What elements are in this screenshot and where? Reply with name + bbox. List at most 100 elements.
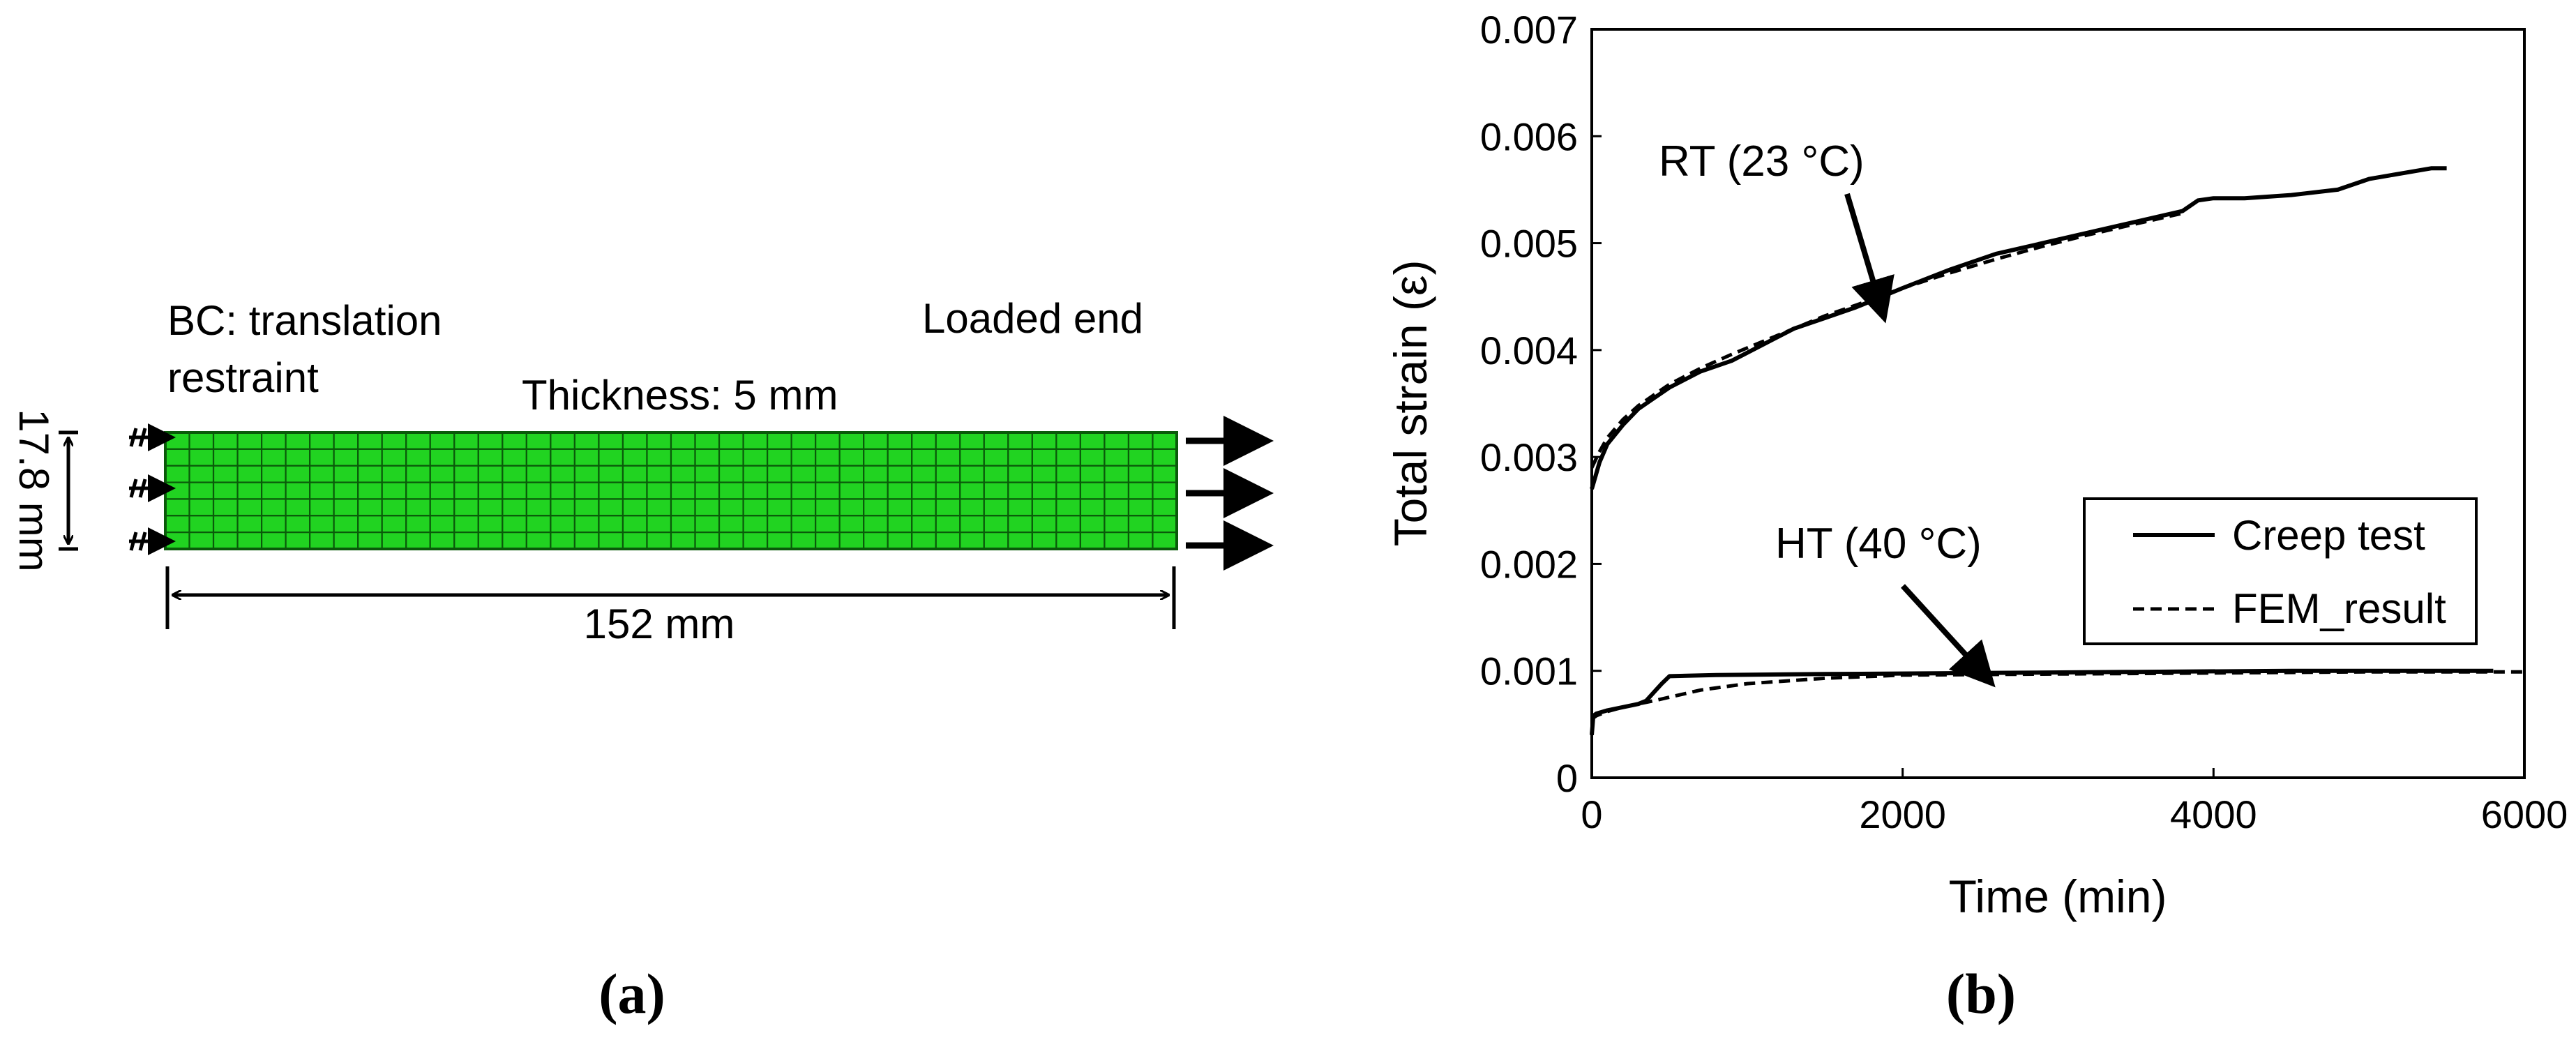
mesh-element (815, 498, 841, 517)
mesh-element (815, 481, 841, 500)
mesh-element (1031, 465, 1057, 483)
mesh-element (525, 481, 552, 500)
mesh-element (453, 498, 479, 517)
mesh-element (1152, 515, 1178, 534)
mesh-element (959, 515, 985, 534)
y-tick-label: 0.005 (1480, 222, 1578, 266)
mesh-element (911, 448, 937, 467)
mesh-element (670, 532, 696, 550)
mesh-element (573, 465, 600, 483)
mesh-element (1079, 481, 1106, 500)
mesh-element (405, 532, 431, 550)
mesh-element (838, 532, 865, 550)
mesh-element (983, 498, 1009, 517)
mesh-element (1007, 481, 1033, 500)
mesh-element (188, 448, 215, 467)
mesh-element (381, 532, 407, 550)
mesh-element (502, 448, 527, 467)
mesh-element (260, 481, 287, 500)
mesh-element (911, 515, 937, 534)
mesh-element (550, 515, 576, 534)
mesh-element (453, 465, 479, 483)
mesh-element (790, 532, 817, 550)
mesh-element (815, 431, 841, 450)
mesh-element (670, 498, 696, 517)
legend-box (2083, 497, 2478, 645)
mesh-element (646, 465, 672, 483)
mesh-element (309, 431, 335, 450)
mesh-element (694, 431, 721, 450)
mesh-element (646, 515, 672, 534)
mesh-element (502, 481, 527, 500)
mesh-element (333, 515, 359, 534)
mesh-element (670, 431, 696, 450)
mesh-element (405, 431, 431, 450)
mesh-element (838, 448, 865, 467)
mesh-element (453, 448, 479, 467)
mesh-element (550, 532, 576, 550)
mesh-element (357, 532, 383, 550)
mesh-element (1055, 481, 1082, 500)
mesh-element (790, 431, 817, 450)
mesh-element (983, 532, 1009, 550)
mesh-element (790, 448, 817, 467)
mesh-element (477, 465, 504, 483)
mesh-element (164, 465, 190, 483)
mesh-element (309, 498, 335, 517)
mesh-element (573, 481, 600, 500)
mesh-element (887, 498, 913, 517)
mesh-element (1055, 515, 1082, 534)
mesh-element (935, 498, 961, 517)
mesh-element (477, 498, 504, 517)
mesh-element (718, 532, 744, 550)
mesh-element (598, 465, 624, 483)
mesh-element (622, 481, 648, 500)
mesh-element (309, 465, 335, 483)
mesh-element (405, 481, 431, 500)
mesh-element (260, 431, 287, 450)
mesh-element (260, 465, 287, 483)
mesh-element (477, 532, 504, 550)
mesh-element (742, 515, 769, 534)
mesh-element (766, 532, 792, 550)
mesh-element (1127, 515, 1154, 534)
mesh-element (429, 532, 455, 550)
mesh-element (260, 532, 287, 550)
mesh-element (285, 448, 311, 467)
mesh-element (453, 515, 479, 534)
mesh-element (573, 448, 600, 467)
fe-mesh (164, 431, 1178, 550)
mesh-element (357, 465, 383, 483)
mesh-element (1104, 481, 1130, 500)
mesh-element (1127, 532, 1154, 550)
mesh-element (381, 465, 407, 483)
mesh-element (1079, 498, 1106, 517)
mesh-element (525, 465, 552, 483)
mesh-element (1152, 481, 1178, 500)
mesh-element (911, 465, 937, 483)
mesh-element (1007, 465, 1033, 483)
mesh-element (405, 448, 431, 467)
mesh-element (935, 481, 961, 500)
plot-area (1590, 28, 2526, 779)
y-axis-ticks: 0 0.001 0.002 0.003 0.004 0.005 0.006 0.007 (1480, 8, 1602, 800)
mesh-element (550, 448, 576, 467)
mesh-element (983, 481, 1009, 500)
mesh-element (1031, 498, 1057, 517)
mesh-element (333, 465, 359, 483)
mesh-element (1127, 498, 1154, 517)
mesh-element (1055, 431, 1082, 450)
mesh-element (887, 481, 913, 500)
mesh-element (357, 431, 383, 450)
y-tick-label: 0.006 (1480, 114, 1578, 158)
mesh-element (959, 481, 985, 500)
mesh-element (1152, 431, 1178, 450)
mesh-element (959, 465, 985, 483)
mesh-element (766, 498, 792, 517)
mesh-element (983, 448, 1009, 467)
mesh-element (309, 515, 335, 534)
mesh-element (164, 481, 190, 500)
y-tick-label: 0.001 (1480, 649, 1578, 693)
mesh-element (935, 465, 961, 483)
y-tick-label: 0 (1556, 756, 1578, 800)
